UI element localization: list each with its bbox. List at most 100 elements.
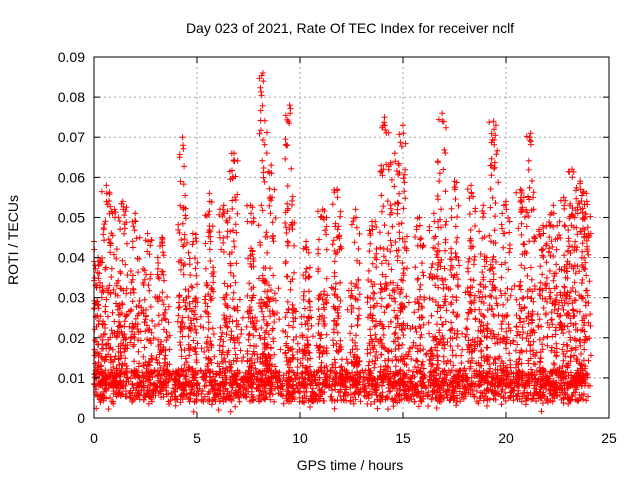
data-point [331, 405, 338, 412]
data-point [130, 385, 137, 392]
data-point [184, 240, 190, 246]
data-point [180, 271, 187, 278]
data-point [187, 272, 194, 278]
data-point [220, 393, 227, 400]
data-point [117, 268, 124, 275]
data-point [133, 371, 140, 378]
data-point [187, 389, 194, 396]
data-point [329, 361, 336, 368]
data-point [312, 395, 319, 402]
data-point [240, 354, 247, 361]
data-point [185, 333, 192, 340]
data-point [201, 393, 208, 400]
data-point [498, 401, 505, 408]
data-point [454, 392, 460, 399]
data-point [145, 400, 152, 407]
data-point [178, 237, 185, 243]
data-point [182, 376, 189, 383]
data-point [194, 299, 201, 306]
data-point [253, 369, 260, 376]
data-point [98, 362, 105, 369]
data-point [118, 310, 125, 317]
data-point [123, 312, 130, 319]
data-point [185, 288, 192, 294]
data-point [409, 391, 416, 398]
data-point [538, 408, 545, 415]
data-point [439, 332, 446, 339]
data-point [197, 313, 204, 320]
data-point [194, 380, 201, 387]
data-point [151, 323, 158, 329]
data-point [476, 395, 483, 402]
data-point [159, 382, 166, 389]
data-point [142, 394, 149, 401]
data-point [106, 239, 113, 246]
data-point [175, 221, 182, 228]
data-point [213, 371, 220, 378]
data-point [250, 348, 257, 355]
data-point [147, 303, 154, 310]
data-point [474, 398, 480, 405]
data-point [443, 391, 450, 398]
data-point [585, 393, 591, 400]
data-point [239, 377, 246, 384]
data-point [540, 400, 546, 407]
data-point [155, 260, 162, 266]
data-point [163, 329, 170, 336]
data-point [200, 324, 207, 331]
data-point [208, 295, 215, 302]
data-point [253, 384, 260, 391]
data-point [118, 328, 125, 335]
data-point [176, 382, 183, 389]
data-point [131, 227, 138, 234]
data-point [502, 290, 509, 297]
data-point [106, 198, 113, 204]
data-point [106, 191, 113, 198]
data-point [228, 389, 235, 396]
data-point [291, 389, 298, 396]
data-point [129, 272, 136, 279]
data-point [410, 339, 417, 346]
data-point [96, 317, 102, 324]
data-point [119, 257, 126, 264]
data-point [159, 234, 165, 241]
data-point [133, 235, 140, 242]
data-point [165, 303, 172, 310]
data-point [312, 376, 319, 383]
data-point [486, 302, 493, 309]
data-point [309, 398, 315, 405]
data-point [507, 292, 514, 299]
data-point [230, 305, 237, 312]
data-point [108, 208, 115, 215]
data-point [301, 399, 308, 406]
data-point [194, 340, 201, 347]
data-point [305, 397, 312, 404]
data-point [305, 341, 312, 348]
data-point [186, 300, 193, 307]
data-point [534, 311, 541, 318]
data-point [102, 367, 109, 374]
data-point [130, 223, 137, 230]
data-point [167, 397, 174, 404]
data-point [507, 389, 514, 396]
data-point [198, 345, 205, 352]
y-tick-label: 0.05 [58, 209, 85, 225]
data-point [181, 236, 188, 242]
data-point [138, 378, 145, 385]
data-point [409, 324, 416, 330]
data-point [422, 385, 429, 392]
data-point [91, 381, 98, 388]
x-axis-label: GPS time / hours [297, 457, 404, 473]
data-point [147, 380, 154, 386]
data-point [170, 385, 177, 392]
data-point [182, 212, 189, 219]
data-point [187, 325, 194, 332]
data-points [91, 70, 594, 415]
data-point [483, 344, 490, 351]
data-point [240, 381, 247, 388]
data-point [141, 382, 148, 389]
data-point [205, 347, 212, 354]
data-point [182, 192, 189, 199]
data-point [256, 398, 263, 405]
